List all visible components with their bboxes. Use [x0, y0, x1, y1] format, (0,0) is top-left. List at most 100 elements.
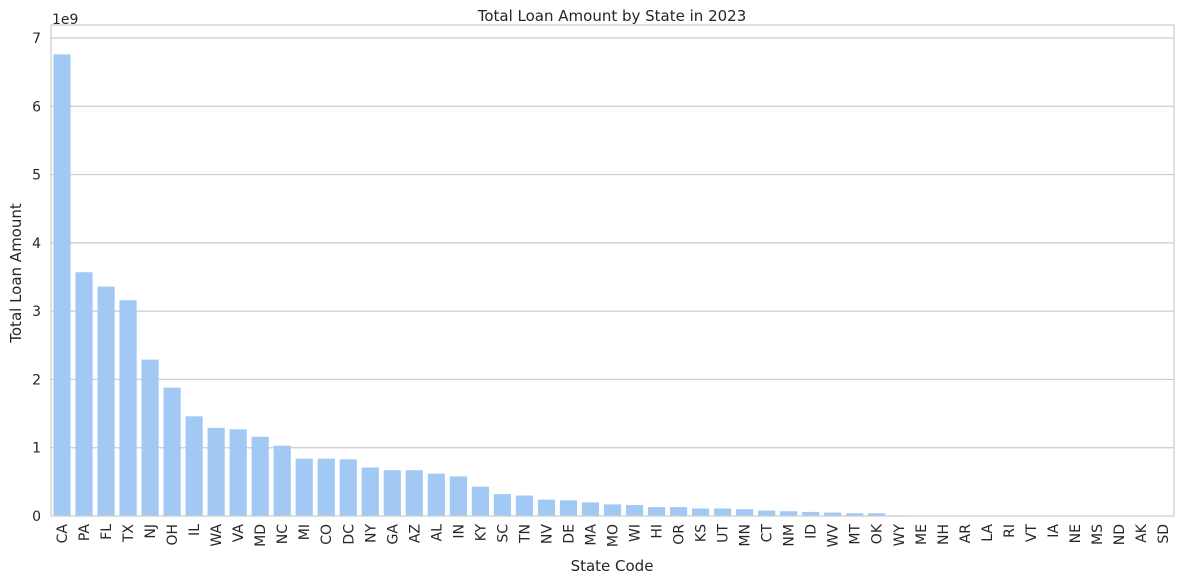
- x-tick-label: AL: [429, 524, 445, 542]
- x-tick-label: TN: [517, 524, 533, 544]
- bar-ct: [758, 510, 776, 516]
- y-offset-label: 1e9: [52, 12, 78, 28]
- bar-il: [185, 416, 203, 516]
- x-tick-label: ME: [914, 524, 930, 545]
- bar-ca: [53, 54, 71, 516]
- bar-md: [251, 436, 269, 516]
- bar-wv: [824, 512, 842, 516]
- x-tick-label: NJ: [143, 524, 159, 539]
- bar-fl: [97, 286, 115, 516]
- bar-mt: [846, 513, 864, 516]
- y-tick-label: 4: [32, 236, 41, 252]
- x-tick-label: NC: [275, 524, 291, 544]
- x-tick-label: KY: [473, 524, 489, 542]
- bar-tn: [515, 495, 534, 516]
- bar-co: [317, 458, 335, 516]
- x-tick-label: AR: [958, 524, 974, 544]
- bar-ga: [383, 470, 401, 516]
- x-tick-label: IN: [451, 524, 467, 539]
- x-tick-label: KS: [694, 524, 710, 542]
- bar-oh: [163, 387, 181, 516]
- x-tick-labels: CA PA FL TX NJ OH IL WA VA MD NC MI CO DC NY GA AZ AL IN KY…: [55, 523, 1172, 547]
- y-tick-label: 2: [32, 372, 41, 388]
- bar-ny: [361, 467, 379, 516]
- bar-wi: [625, 505, 644, 516]
- bar-ok: [868, 513, 886, 516]
- x-tick-label: HI: [650, 524, 666, 539]
- bar-ma: [581, 502, 600, 516]
- plot-frame: [50, 24, 1175, 517]
- x-tick-label: WY: [892, 524, 908, 547]
- x-tick-label: FL: [99, 524, 115, 540]
- y-tick-labels: 0 1 2 3 4 5 6 7: [32, 31, 41, 525]
- bar-nm: [780, 511, 798, 516]
- bar-pa: [75, 272, 93, 516]
- bar-nv: [537, 499, 556, 516]
- bar-mo: [603, 504, 622, 516]
- x-tick-label: IL: [187, 524, 203, 536]
- bar-dc: [339, 459, 357, 516]
- y-tick-label: 1: [32, 441, 41, 457]
- x-tick-label: MI: [297, 524, 313, 540]
- x-tick-label: NY: [363, 524, 379, 543]
- x-tick-label: PA: [77, 524, 93, 542]
- bar-nj: [141, 359, 159, 516]
- bar-al: [427, 473, 445, 516]
- x-tick-label: MT: [848, 524, 864, 545]
- x-tick-label: RI: [1002, 524, 1018, 538]
- x-tick-label: CA: [55, 524, 71, 544]
- x-tick-label: CT: [760, 524, 776, 543]
- x-tick-label: WA: [209, 524, 225, 547]
- bar-ut: [714, 508, 732, 516]
- x-tick-label: MA: [583, 524, 599, 546]
- x-tick-label: ND: [1112, 524, 1128, 545]
- x-tick-label: TX: [121, 524, 137, 544]
- x-tick-label: MD: [253, 524, 269, 547]
- x-tick-label: VT: [1024, 524, 1040, 543]
- x-tick-label: AK: [1134, 523, 1150, 543]
- y-tick-label: 6: [32, 99, 41, 115]
- x-tick-label: NE: [1068, 524, 1084, 543]
- bar-nc: [273, 445, 291, 516]
- y-tick-label: 5: [32, 168, 41, 184]
- x-tick-label: OR: [672, 524, 688, 545]
- bar-hi: [647, 507, 666, 516]
- x-tick-label: ID: [804, 524, 820, 539]
- chart-title: Total Loan Amount by State in 2023: [477, 7, 747, 25]
- bar-wa: [207, 427, 225, 516]
- x-tick-label: OK: [870, 523, 886, 544]
- bar-va: [229, 429, 247, 516]
- x-tick-label: LA: [980, 524, 996, 542]
- x-tick-label: SC: [495, 524, 511, 543]
- bar-ks: [691, 508, 710, 516]
- bar-tx: [119, 300, 137, 516]
- x-tick-label: NM: [782, 524, 798, 547]
- bar-in: [449, 476, 467, 516]
- bar-ky: [471, 486, 489, 516]
- x-tick-label: AZ: [407, 524, 423, 543]
- x-tick-label: VA: [231, 524, 247, 543]
- x-tick-label: WI: [628, 524, 644, 542]
- bar-mi: [295, 458, 313, 516]
- x-axis-label: State Code: [571, 557, 654, 575]
- bar-de: [559, 500, 578, 516]
- x-tick-label: MN: [738, 524, 754, 547]
- x-tick-label: SD: [1156, 524, 1172, 544]
- bar-mn: [736, 509, 754, 516]
- y-tick-label: 7: [32, 31, 41, 47]
- x-tick-label: NH: [936, 524, 952, 545]
- x-tick-label: UT: [716, 524, 732, 543]
- x-tick-label: DE: [561, 524, 577, 544]
- y-axis-label: Total Loan Amount: [7, 203, 25, 344]
- y-tick-label: 3: [32, 304, 41, 320]
- y-tick-label: 0: [32, 509, 41, 525]
- x-tick-label: OH: [165, 524, 181, 546]
- bar-id: [802, 511, 820, 516]
- x-tick-label: GA: [385, 524, 401, 545]
- bar-az: [405, 470, 423, 516]
- y-gridlines: [51, 37, 1174, 449]
- x-tick-label: CO: [319, 524, 335, 545]
- x-tick-label: DC: [341, 524, 357, 545]
- x-tick-label: MO: [606, 524, 622, 547]
